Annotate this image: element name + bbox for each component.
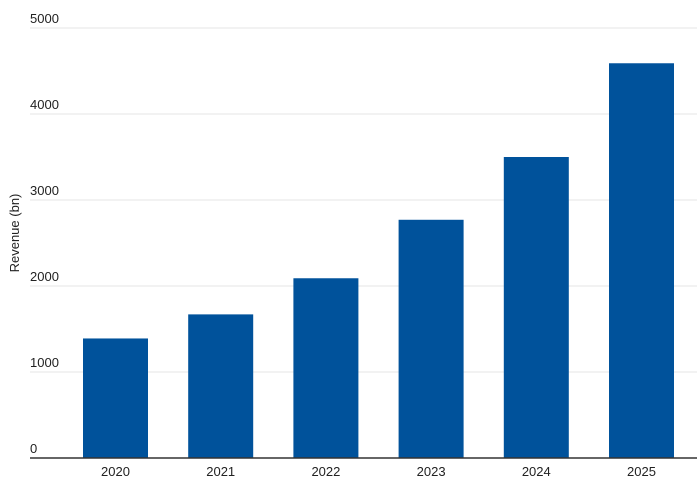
bar-2025 [609,63,674,458]
y-axis-ticks: 0 1000 2000 3000 4000 5000 [30,11,59,456]
y-tick-label: 1000 [30,355,59,370]
x-tick-label: 2022 [311,464,340,479]
x-tick-label: 2023 [417,464,446,479]
x-tick-label: 2024 [522,464,551,479]
y-tick-label: 2000 [30,269,59,284]
bar-2024 [503,157,569,458]
y-axis-title: Revenue (bn) [7,194,22,273]
y-tick-label: 5000 [30,11,59,26]
x-axis-ticks: 2020 2021 2022 2023 2024 2025 [101,464,656,479]
x-tick-label: 2025 [627,464,656,479]
x-tick-label: 2021 [206,464,235,479]
x-tick-label: 2020 [101,464,130,479]
y-tick-label: 3000 [30,183,59,198]
y-tick-label: 0 [30,441,37,456]
bar-2022 [293,278,359,458]
bar-2020 [83,338,148,458]
bar-2023 [398,219,464,458]
bar-2021 [188,314,254,458]
bars [83,63,674,458]
gridlines [30,27,697,373]
y-tick-label: 4000 [30,97,59,112]
